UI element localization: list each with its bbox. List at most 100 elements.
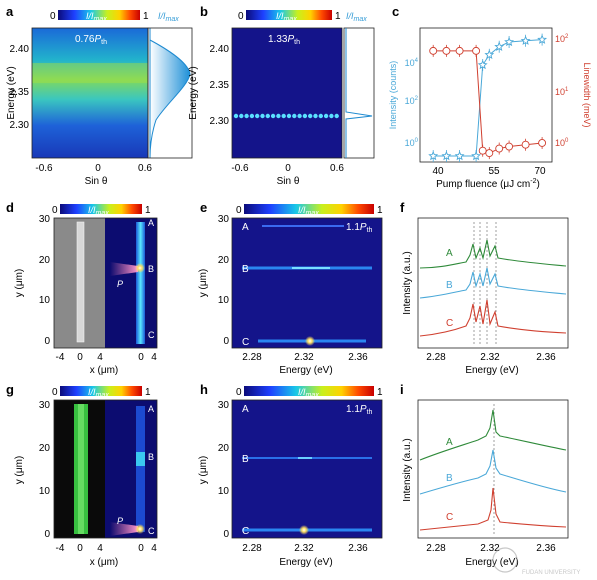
condensate-dot bbox=[270, 113, 276, 119]
emission-rod bbox=[136, 406, 145, 532]
intensity-point bbox=[454, 150, 465, 161]
xlabel: Pump fluence (μJ cm-2) bbox=[436, 178, 540, 190]
emission-hotspot-b bbox=[136, 452, 145, 466]
colorbar bbox=[244, 204, 374, 214]
ytick: 30 bbox=[218, 214, 230, 225]
ytick: 30 bbox=[39, 400, 51, 411]
panel-i: i A B C Intensity (a.u.) 2.28 2.32 2.36 … bbox=[400, 382, 569, 568]
xtick: 0 bbox=[95, 163, 101, 174]
xtick: 2.32 bbox=[480, 543, 500, 554]
site-label-c: C bbox=[446, 512, 453, 523]
ylabel: y (μm) bbox=[14, 456, 25, 485]
linewidth-point bbox=[485, 149, 494, 158]
xtick: 2.32 bbox=[294, 543, 314, 554]
ylabel: y (μm) bbox=[14, 269, 25, 298]
panel-letter: e bbox=[200, 200, 207, 215]
pump-beam bbox=[110, 262, 138, 276]
spectrum-a bbox=[419, 409, 567, 461]
intensity-point bbox=[537, 34, 548, 44]
colorbar bbox=[244, 386, 374, 396]
xlabel: Energy (eV) bbox=[279, 365, 332, 376]
xtick: 0 bbox=[285, 163, 291, 174]
condensate-dot bbox=[255, 113, 260, 119]
ytick-right: 101 bbox=[555, 87, 569, 97]
site-label-b: B bbox=[242, 454, 249, 465]
ytick: 10 bbox=[39, 486, 51, 497]
xtick: 55 bbox=[488, 166, 500, 177]
site-label-b: B bbox=[446, 280, 453, 291]
xtick: 0.6 bbox=[330, 163, 344, 174]
cbar-min: 0 bbox=[50, 11, 56, 22]
site-label-a: A bbox=[148, 404, 154, 414]
cbar-label: I/Imax bbox=[88, 205, 109, 217]
condensate-dot bbox=[329, 113, 334, 119]
xlabel: x (μm) bbox=[90, 365, 119, 376]
linewidth-point bbox=[442, 46, 451, 55]
xtick: 70 bbox=[534, 166, 546, 177]
condensate-dot bbox=[286, 113, 292, 119]
pl-image bbox=[105, 400, 157, 538]
panel-letter: b bbox=[200, 4, 208, 19]
linewidth-point bbox=[455, 46, 464, 55]
annotation: 1.33Pth bbox=[268, 34, 300, 46]
xlabel: Energy (eV) bbox=[465, 557, 518, 568]
panel-letter: i bbox=[400, 382, 404, 397]
xlabel: x (μm) bbox=[90, 557, 119, 568]
xtick: 2.36 bbox=[536, 543, 556, 554]
cbar-min: 0 bbox=[236, 205, 242, 216]
ytick: 0 bbox=[44, 529, 50, 540]
ylabel-left: Intensity (counts) bbox=[388, 61, 398, 130]
cbar-max: 1 bbox=[145, 205, 151, 216]
condensate-dot bbox=[302, 113, 308, 119]
cbar-min: 0 bbox=[238, 11, 244, 22]
condensate-dot bbox=[323, 113, 329, 119]
emission-rod bbox=[136, 222, 145, 344]
xlabel: Sin θ bbox=[277, 176, 300, 187]
colorbar bbox=[60, 386, 142, 396]
plot-frame bbox=[417, 399, 569, 539]
intensity-point bbox=[428, 150, 439, 161]
panel-f: f A B C Intensity (a.u.) 2.28 2.32 2.36 … bbox=[400, 200, 569, 376]
condensate-dot bbox=[244, 113, 249, 119]
ytick: 0 bbox=[223, 529, 229, 540]
ytick: 2.35 bbox=[210, 80, 230, 91]
spectrum-c bbox=[419, 299, 567, 337]
cbar-label: I/Imax bbox=[88, 387, 109, 399]
spectrum-b bbox=[419, 449, 567, 495]
panel-h: h 0 1 I/Imax A B C 1.1Pth 30 20 10 0 y (… bbox=[198, 382, 383, 568]
xtick: 4 bbox=[97, 543, 103, 554]
xtick: 2.28 bbox=[426, 352, 446, 363]
condensate-dot bbox=[265, 113, 270, 119]
xtick: 2.36 bbox=[536, 352, 556, 363]
cbar-max: 1 bbox=[377, 205, 383, 216]
side-spectrum bbox=[149, 28, 191, 159]
ytick: 20 bbox=[218, 255, 230, 266]
panel-letter: g bbox=[6, 382, 14, 397]
annotation: 1.1Pth bbox=[346, 404, 373, 416]
condensate-dot bbox=[281, 113, 286, 119]
ytick-left: 100 bbox=[405, 138, 419, 148]
xtick: 40 bbox=[432, 166, 444, 177]
ytick: 20 bbox=[39, 443, 51, 454]
xtick: 2.28 bbox=[242, 543, 262, 554]
cbar-min: 0 bbox=[52, 387, 58, 398]
xtick: 2.36 bbox=[348, 352, 368, 363]
panel-d: d 0 1 I/Imax A B C P 30 20 10 0 y (μm) -… bbox=[6, 200, 158, 376]
panel-letter: a bbox=[6, 4, 14, 19]
spectrum-c bbox=[419, 487, 567, 531]
ytick: 2.35 bbox=[10, 87, 30, 98]
ylabel: Intensity (a.u.) bbox=[402, 251, 413, 314]
ytick: 20 bbox=[218, 443, 230, 454]
intensity-point bbox=[494, 41, 505, 51]
linewidth-point bbox=[472, 46, 481, 55]
pump-label: P bbox=[117, 279, 123, 289]
xtick: 0 bbox=[138, 543, 144, 554]
site-label-c: C bbox=[148, 526, 155, 536]
nanowire bbox=[76, 221, 85, 343]
plot-frame bbox=[417, 217, 569, 349]
condensate-dot bbox=[239, 113, 244, 119]
ytick: 2.40 bbox=[10, 44, 30, 55]
ylabel: Intensity (a.u.) bbox=[402, 438, 413, 501]
spectrum-a bbox=[419, 239, 567, 269]
linewidth-point bbox=[429, 46, 438, 55]
